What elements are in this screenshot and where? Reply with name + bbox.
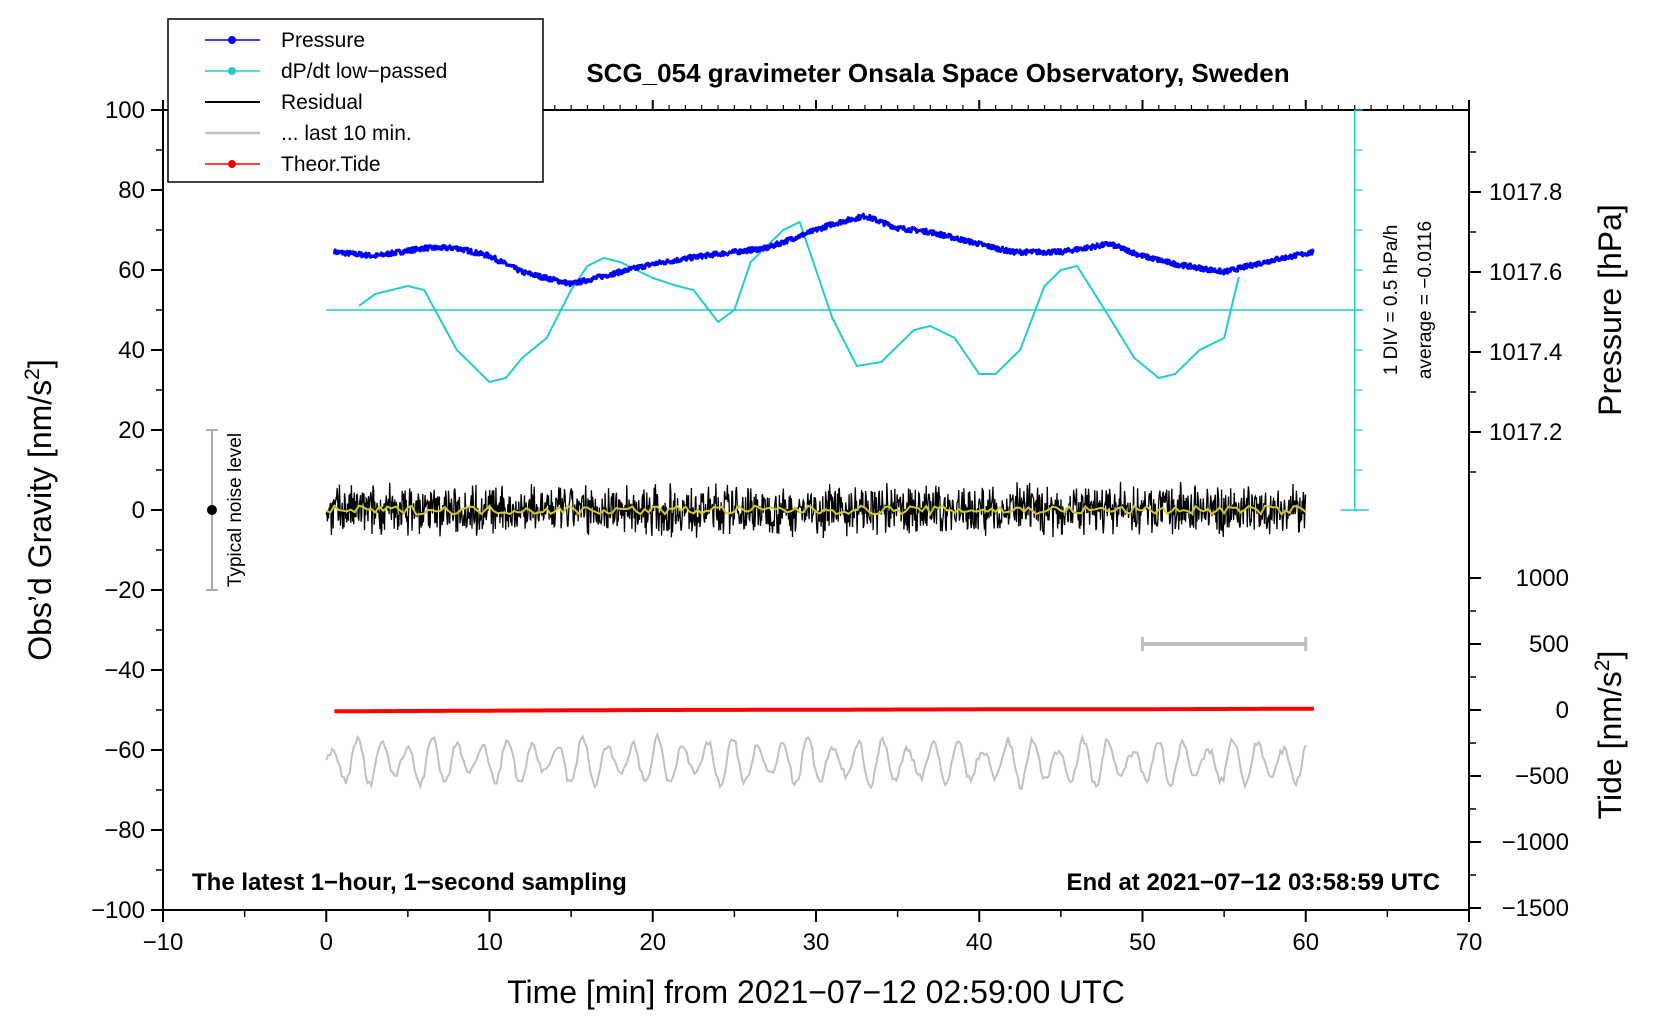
legend-marker-dpdt — [228, 67, 236, 75]
y-tick-label-left: −80 — [104, 817, 145, 844]
legend-entry-dpdt: dP/dt low−passed — [205, 60, 447, 83]
x-tick-label: 30 — [803, 929, 830, 956]
x-tick-label: 0 — [320, 929, 333, 956]
legend-label-tide: Theor.Tide — [281, 153, 381, 176]
legend-label-dpdt: dP/dt low−passed — [281, 60, 447, 83]
chart-title: SCG_054 gravimeter Onsala Space Observat… — [586, 58, 1289, 88]
legend-label-last10: ... last 10 min. — [281, 122, 412, 145]
legend-marker-tide — [228, 160, 236, 168]
footer-right-note: End at 2021−07−12 03:58:59 UTC — [1066, 869, 1440, 896]
x-tick-label: 20 — [639, 929, 666, 956]
series-dpdt-line — [358, 221, 1240, 383]
y-tick-label-left: 100 — [105, 97, 145, 124]
y-tick-label-left: 0 — [132, 497, 145, 524]
y-tick-label-left: 80 — [118, 177, 145, 204]
x-tick-label: 60 — [1292, 929, 1319, 956]
y-tick-label-left: 60 — [118, 257, 145, 284]
legend-entry-tide: Theor.Tide — [205, 153, 381, 176]
tide-tick-label: −1000 — [1502, 829, 1569, 856]
tide-tick-label: 0 — [1556, 697, 1569, 724]
pressure-tick-label: 1017.2 — [1489, 419, 1562, 446]
y-tick-label-left: −20 — [104, 577, 145, 604]
series-group — [325, 212, 1315, 791]
series-residual-smoothed — [325, 504, 1307, 517]
x-tick-label: 10 — [476, 929, 503, 956]
y-tick-label-left: 20 — [118, 417, 145, 444]
legend-entry-residual: Residual — [205, 91, 363, 114]
y-tick-label-left: −40 — [104, 657, 145, 684]
series-last10-line — [325, 731, 1307, 791]
y-axis-label-left: Obs’d Gravity [nm/s2] — [21, 359, 58, 661]
dpdt-scale: 1 DIV = 0.5 hPa/h average = −0.0116 — [326, 109, 1436, 511]
legend-label-pressure: Pressure — [281, 29, 365, 52]
y-axis-label-tide: Tide [nm/s2] — [1591, 651, 1628, 820]
dpdt-average-label: average = −0.0116 — [1415, 221, 1436, 379]
legend: Pressure dP/dt low−passed Residual ... l… — [167, 18, 544, 183]
x-tick-label: 50 — [1129, 929, 1156, 956]
x-axis-label: Time [min] from 2021−07−12 02:59:00 UTC — [507, 974, 1125, 1010]
y-tick-label-left: −60 — [104, 737, 145, 764]
tide-tick-label: −1500 — [1502, 895, 1569, 922]
axis-ticks: −10 0 10 20 30 40 50 60 70100806040200−20−40−60−… — [91, 97, 1569, 956]
y-tick-label-left: −100 — [91, 897, 145, 924]
x-tick-label: 40 — [966, 929, 993, 956]
series-tide-line — [334, 706, 1314, 714]
noise-level-label: Typical noise level — [225, 433, 246, 587]
legend-label-residual: Residual — [281, 91, 363, 114]
x-tick-label: 70 — [1456, 929, 1483, 956]
noise-bar-center — [206, 505, 217, 515]
pressure-tick-label: 1017.6 — [1489, 259, 1562, 286]
tide-tick-label: 500 — [1529, 631, 1569, 658]
legend-marker-pressure — [228, 36, 236, 44]
noise-level-indicator: Typical noise level — [205, 429, 246, 591]
legend-entry-pressure: Pressure — [205, 29, 365, 52]
pressure-tick-label: 1017.4 — [1489, 339, 1562, 366]
legend-box — [167, 18, 544, 183]
x-tick-label: −10 — [143, 929, 184, 956]
series-residual-line — [325, 481, 1307, 539]
tide-tick-label: −500 — [1515, 763, 1569, 790]
tide-tick-label: 1000 — [1516, 565, 1569, 592]
dpdt-div-label: 1 DIV = 0.5 hPa/h — [1381, 225, 1402, 376]
y-tick-label-left: 40 — [118, 337, 145, 364]
footer-left-note: The latest 1−hour, 1−second sampling — [192, 869, 627, 896]
y-axis-label-pressure: Pressure [hPa] — [1592, 204, 1628, 416]
legend-entry-last10: ... last 10 min. — [205, 122, 412, 145]
series-pressure-line — [332, 212, 1315, 288]
pressure-tick-label: 1017.8 — [1489, 179, 1562, 206]
